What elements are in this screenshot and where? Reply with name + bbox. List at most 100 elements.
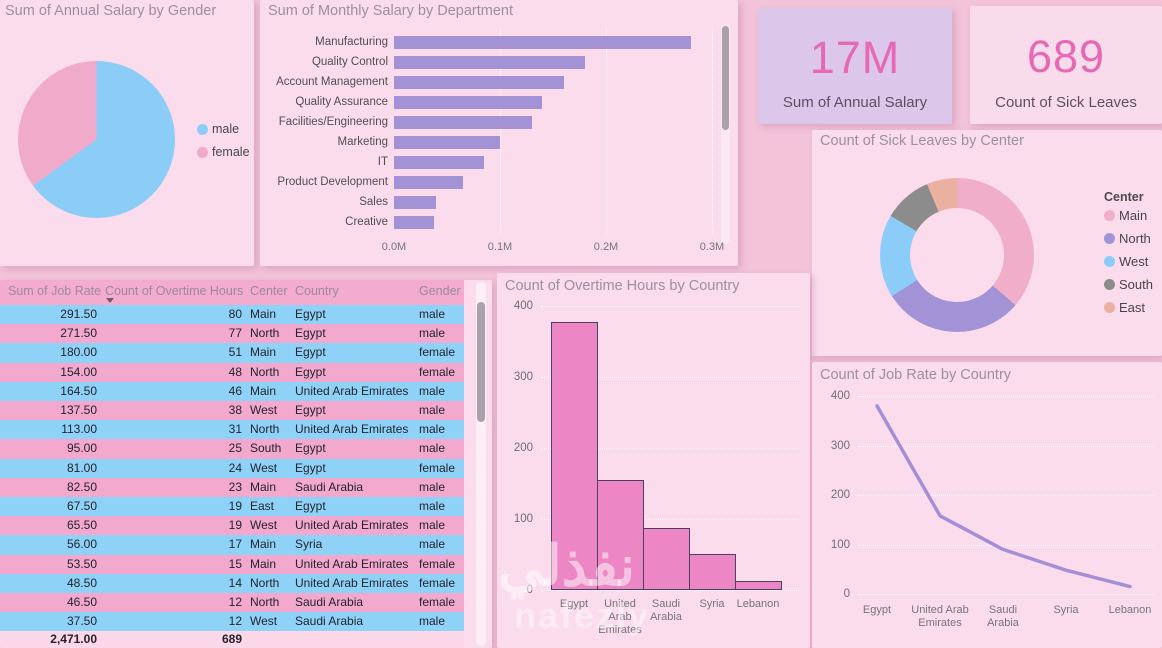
table-cell: Main (250, 479, 277, 494)
table-row[interactable]: 67.50 19 East Egypt male (0, 497, 464, 517)
job-rate-line-series[interactable] (875, 404, 1132, 589)
job-rate-line-plot: 400 300 200 100 0 Egypt United Arab Emirates Sa… (812, 362, 1162, 648)
sort-desc-icon[interactable] (106, 298, 114, 303)
table-cell: 24 (228, 460, 242, 475)
table-row[interactable]: 291.50 80 Main Egypt male (0, 305, 464, 325)
table-cell: West (250, 403, 278, 417)
legend-item-main[interactable]: Main (1104, 208, 1147, 223)
legend-item-male[interactable]: male (197, 122, 239, 136)
dept-bar-creative[interactable] (394, 216, 435, 229)
table-cell: Egypt (295, 441, 326, 456)
column-header-job-rate[interactable]: Sum of Job Rate (8, 284, 102, 298)
hist-bar-lebanon[interactable] (735, 581, 782, 590)
bar-category-label: Account Management (276, 76, 388, 88)
table-cell: male (419, 537, 446, 552)
job-rate-line-svg[interactable] (812, 362, 1162, 648)
card-annual-salary-by-gender: Sum of Annual Salary by Gender male fema… (0, 0, 254, 266)
table-cell: female (419, 556, 456, 571)
column-header-gender[interactable]: Gender (419, 284, 461, 298)
dept-bar-account-management[interactable] (394, 76, 564, 89)
main-legend-dot-icon (1104, 210, 1115, 221)
table-row[interactable]: 113.00 31 North United Arab Emirates male (0, 420, 464, 440)
dept-bar-product-development[interactable] (394, 176, 463, 189)
bar-category-label: Sales (359, 196, 388, 208)
hist-bar-united-arab-emirates[interactable] (597, 479, 644, 590)
table-row[interactable]: 48.50 14 North United Arab Emirates female (0, 573, 464, 593)
legend-label: North (1119, 231, 1151, 246)
table-cell: Egypt (295, 345, 326, 360)
hist-bar-saudi-arabia[interactable] (643, 527, 690, 590)
column-header-center[interactable]: Center (250, 284, 288, 298)
x-axis-category-label: Saudi Arabia (650, 598, 682, 623)
kpi-label: Count of Sick Leaves (995, 94, 1137, 111)
table-cell: 19 (228, 499, 242, 513)
table-cell: 37.50 (66, 614, 97, 629)
x-axis-category-label: Syria (699, 598, 725, 610)
kpi-card-annual-salary: 17M Sum of Annual Salary (758, 8, 952, 124)
table-row[interactable]: 180.00 51 Main Egypt female (0, 343, 464, 363)
hist-bar-syria[interactable] (689, 553, 736, 590)
bar-category-label: Creative (345, 216, 388, 228)
y-gridline (858, 396, 1154, 397)
table-cell: 67.50 (66, 499, 97, 513)
table-cell: 95.00 (66, 441, 97, 456)
table-cell: Saudi Arabia (295, 614, 364, 629)
table-row[interactable]: 164.50 46 Main United Arab Emirates male (0, 381, 464, 401)
dept-bar-manufacturing[interactable] (394, 36, 691, 49)
legend-label: female (212, 145, 250, 159)
dept-bar-quality-assurance[interactable] (394, 96, 543, 109)
dept-bar-it[interactable] (394, 156, 485, 169)
legend-item-north[interactable]: North (1104, 231, 1151, 246)
dept-bar-marketing[interactable] (394, 136, 500, 149)
table-row[interactable]: 95.00 25 South Egypt male (0, 439, 464, 459)
west-legend-dot-icon (1104, 256, 1115, 267)
bar-category-label: Facilities/Engineering (278, 116, 388, 128)
table-cell: female (419, 595, 456, 609)
table-cell: 65.50 (66, 518, 97, 533)
y-gridline (858, 495, 1154, 496)
table-row[interactable]: 82.50 23 Main Saudi Arabia male (0, 477, 464, 497)
table-cell: Egypt (295, 326, 326, 341)
table-row[interactable]: 56.00 17 Main Syria male (0, 535, 464, 555)
dept-bar-sales[interactable] (394, 196, 437, 209)
table-cell: male (419, 422, 446, 437)
y-gridline (541, 519, 799, 520)
y-axis-tick-label: 300 (830, 439, 850, 452)
table-row[interactable]: 46.50 12 North Saudi Arabia female (0, 593, 464, 613)
kpi-card-sick-leaves: 689 Count of Sick Leaves (970, 6, 1162, 124)
legend-item-south[interactable]: South (1104, 277, 1153, 292)
table-row[interactable]: 53.50 15 Main United Arab Emirates female (0, 554, 464, 574)
total-overtime: 689 (221, 632, 242, 646)
table-row[interactable]: 271.50 77 North Egypt male (0, 324, 464, 344)
table-cell: Main (250, 537, 277, 552)
column-header-overtime[interactable]: Count of Overtime Hours (105, 284, 244, 298)
legend-item-female[interactable]: female (197, 145, 250, 159)
legend-item-west[interactable]: West (1104, 254, 1148, 269)
table-cell: Main (250, 307, 277, 321)
table-row[interactable]: 37.50 12 West Saudi Arabia male (0, 612, 464, 632)
table-cell: 154.00 (60, 364, 97, 379)
table-cell: 48.50 (66, 575, 97, 590)
dept-bar-facilities-engineering[interactable] (394, 116, 532, 129)
hist-bar-egypt[interactable] (551, 321, 598, 590)
column-header-country[interactable]: Country (295, 284, 339, 298)
dept-chart-scrollbar-thumb[interactable] (722, 26, 729, 130)
table-row[interactable]: 81.00 24 West Egypt female (0, 458, 464, 478)
table-cell: North (250, 595, 280, 609)
table-cell: United Arab Emirates (295, 518, 409, 533)
dept-bar-quality-control[interactable] (394, 56, 585, 69)
watermark-latin: nafezly (514, 595, 651, 636)
dept-chart-scrollbar-track[interactable] (721, 24, 730, 244)
table-scrollbar-thumb[interactable] (477, 302, 485, 422)
y-axis-tick-label: 400 (513, 300, 533, 312)
table-row[interactable]: 137.50 38 West Egypt male (0, 401, 464, 421)
card-monthly-salary-by-department: Sum of Monthly Salary by Department 0.0M… (260, 0, 738, 266)
gender-pie-chart[interactable] (18, 61, 175, 218)
table-scrollbar-track[interactable] (476, 282, 486, 646)
table-row[interactable]: 154.00 48 North Egypt female (0, 362, 464, 382)
legend-item-east[interactable]: East (1104, 300, 1145, 315)
table-cell: North (250, 422, 280, 437)
table-cell: United Arab Emirates (295, 422, 409, 437)
north-legend-dot-icon (1104, 233, 1115, 244)
table-row[interactable]: 65.50 19 West United Arab Emirates male (0, 516, 464, 536)
